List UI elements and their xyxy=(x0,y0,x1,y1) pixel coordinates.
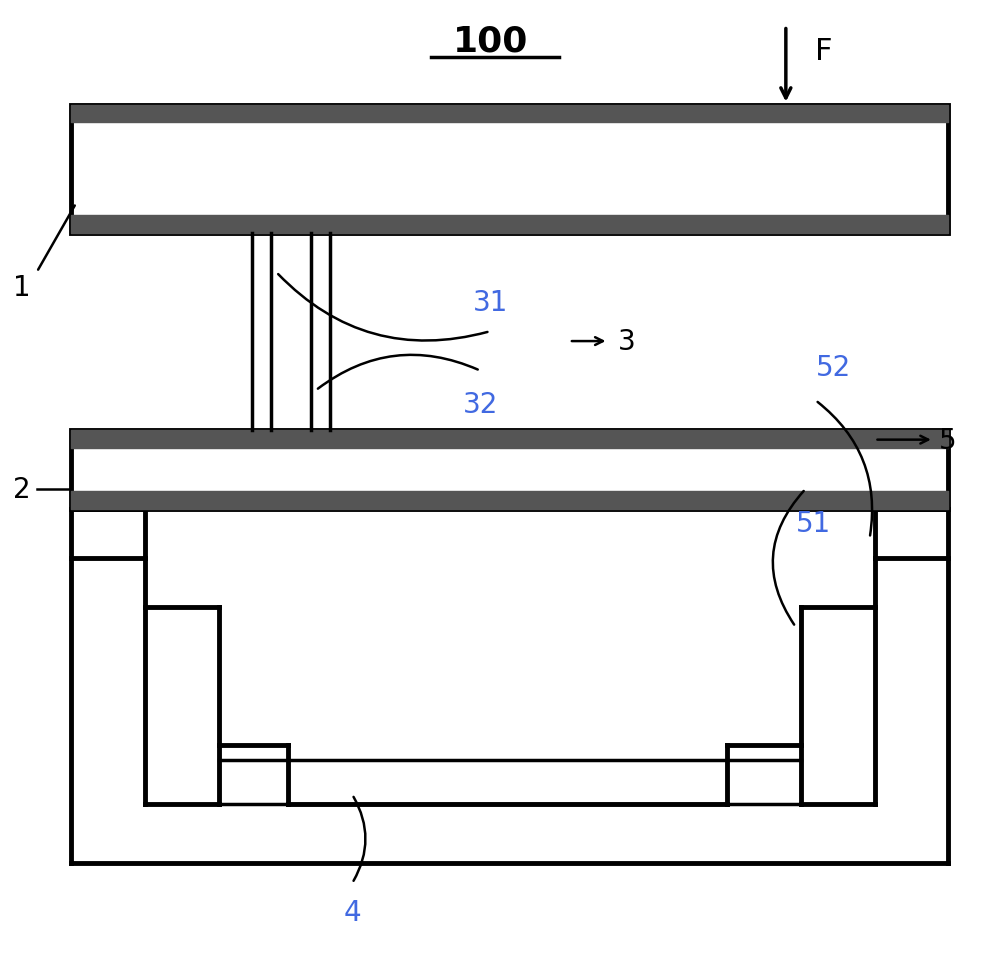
Text: F: F xyxy=(815,37,833,66)
Bar xyxy=(71,430,948,509)
Text: 51: 51 xyxy=(796,509,831,537)
Text: 4: 4 xyxy=(343,898,361,926)
Text: 2: 2 xyxy=(13,476,31,504)
Text: 31: 31 xyxy=(472,289,508,317)
Text: 3: 3 xyxy=(618,328,636,356)
Text: 52: 52 xyxy=(815,353,851,381)
Bar xyxy=(71,106,948,234)
Text: 100: 100 xyxy=(452,24,528,58)
Text: 32: 32 xyxy=(463,391,498,419)
Text: 1: 1 xyxy=(13,273,31,301)
Text: 5: 5 xyxy=(939,426,956,454)
